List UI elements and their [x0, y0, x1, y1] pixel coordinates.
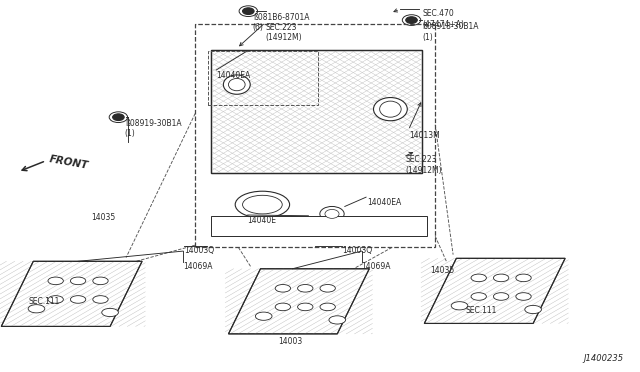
- Text: SEC.223
(14912M): SEC.223 (14912M): [405, 155, 442, 175]
- Ellipse shape: [228, 78, 245, 91]
- Ellipse shape: [516, 274, 531, 282]
- Ellipse shape: [223, 75, 250, 94]
- Text: ß081B6-8701A
(6): ß081B6-8701A (6): [253, 13, 309, 32]
- Ellipse shape: [451, 302, 468, 310]
- Bar: [195, 24, 435, 247]
- Ellipse shape: [48, 296, 63, 303]
- Text: 14003: 14003: [278, 337, 303, 346]
- Ellipse shape: [471, 293, 486, 300]
- Ellipse shape: [471, 274, 486, 282]
- Ellipse shape: [516, 293, 531, 300]
- Text: 14040EA: 14040EA: [216, 71, 251, 80]
- Ellipse shape: [298, 303, 313, 311]
- Ellipse shape: [236, 191, 290, 218]
- Ellipse shape: [93, 277, 108, 285]
- Text: 14003Q: 14003Q: [342, 246, 372, 255]
- Ellipse shape: [255, 312, 272, 320]
- Ellipse shape: [93, 296, 108, 303]
- Polygon shape: [424, 258, 565, 323]
- Text: 14040EA: 14040EA: [367, 198, 401, 207]
- Text: SEC.111: SEC.111: [466, 306, 497, 315]
- Text: 14035: 14035: [92, 213, 116, 222]
- Text: 14069A: 14069A: [362, 262, 391, 271]
- Text: 14013M: 14013M: [410, 131, 440, 140]
- Ellipse shape: [70, 277, 86, 285]
- Text: ß08918-30B1A
(1): ß08918-30B1A (1): [422, 22, 479, 42]
- Ellipse shape: [329, 316, 346, 324]
- Ellipse shape: [320, 303, 335, 311]
- Ellipse shape: [525, 305, 541, 314]
- Ellipse shape: [243, 195, 282, 214]
- Polygon shape: [228, 269, 369, 334]
- Text: SEC.470
(47474+A): SEC.470 (47474+A): [422, 9, 465, 29]
- Text: 14069A: 14069A: [183, 262, 212, 271]
- Text: 14003Q: 14003Q: [184, 246, 214, 255]
- Ellipse shape: [102, 308, 118, 317]
- Text: SEC.223
(14912M): SEC.223 (14912M): [266, 23, 302, 42]
- Circle shape: [406, 17, 417, 23]
- Text: 14035: 14035: [430, 266, 454, 275]
- Ellipse shape: [48, 277, 63, 285]
- Polygon shape: [1, 261, 142, 327]
- Ellipse shape: [320, 285, 335, 292]
- Circle shape: [113, 114, 124, 121]
- Ellipse shape: [70, 296, 86, 303]
- Ellipse shape: [28, 305, 45, 313]
- Text: SEC.111: SEC.111: [29, 297, 60, 306]
- Text: ß08919-30B1A
(1): ß08919-30B1A (1): [125, 119, 181, 138]
- Ellipse shape: [320, 206, 344, 221]
- Circle shape: [243, 8, 254, 15]
- Ellipse shape: [374, 97, 407, 121]
- Ellipse shape: [275, 285, 291, 292]
- Ellipse shape: [380, 101, 401, 117]
- Bar: [211, 50, 422, 173]
- Bar: [211, 216, 428, 236]
- Ellipse shape: [493, 293, 509, 300]
- Ellipse shape: [298, 285, 313, 292]
- Bar: [211, 50, 422, 173]
- Bar: [208, 51, 318, 105]
- Text: 14040E: 14040E: [248, 216, 276, 225]
- Ellipse shape: [325, 209, 339, 218]
- Ellipse shape: [493, 274, 509, 282]
- Text: J1400235: J1400235: [584, 354, 624, 363]
- Ellipse shape: [275, 303, 291, 311]
- Text: FRONT: FRONT: [48, 154, 89, 171]
